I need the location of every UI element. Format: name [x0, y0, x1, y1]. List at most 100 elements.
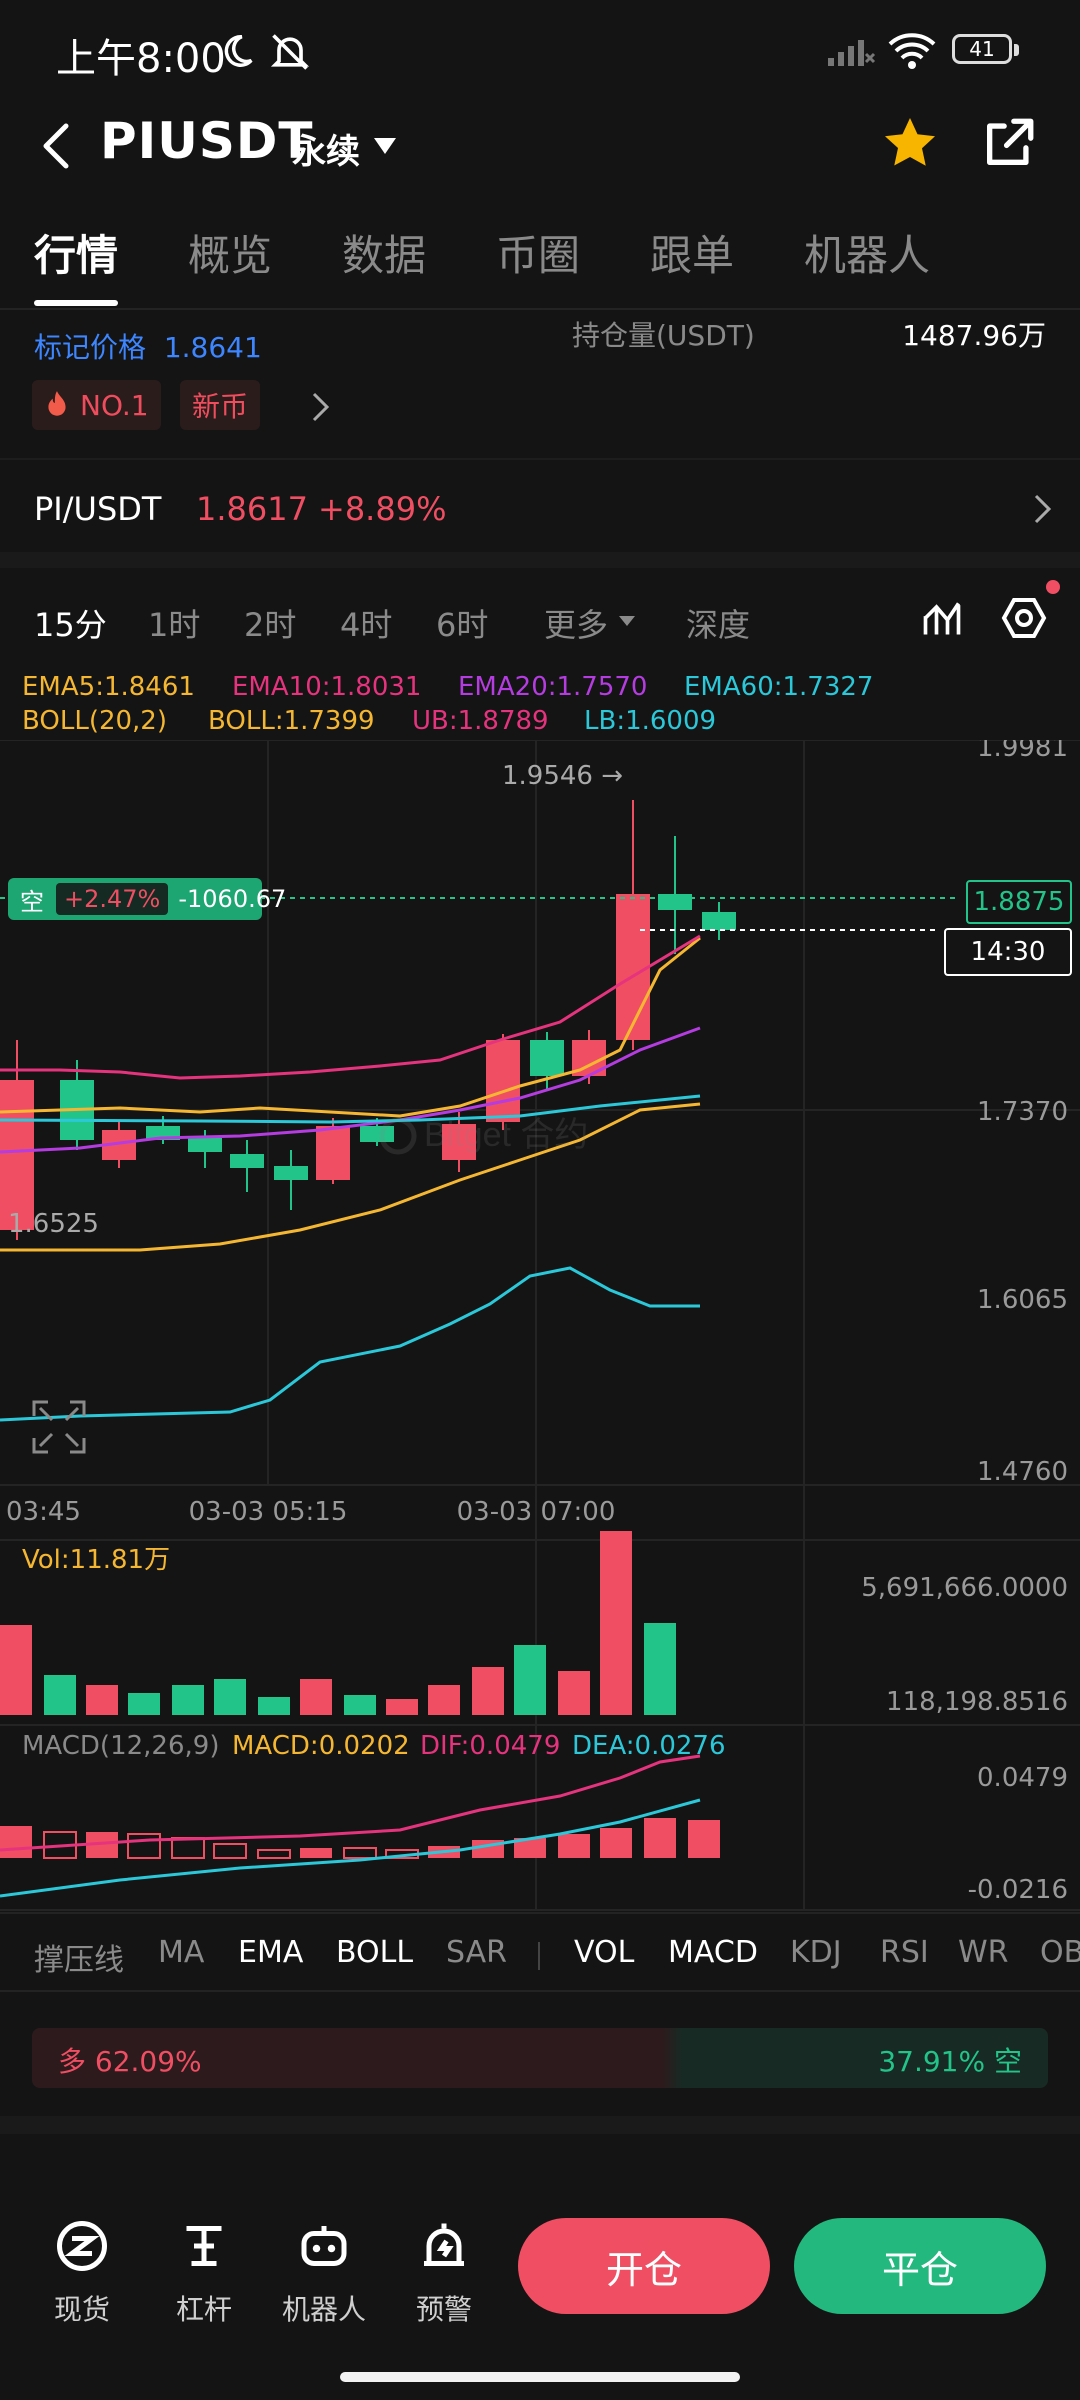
interval-15m[interactable]: 15分	[34, 606, 107, 644]
chevron-right-icon[interactable]	[310, 390, 332, 424]
candle-body	[0, 1080, 34, 1230]
dea-value: DEA:0.0276	[572, 1731, 726, 1761]
indicator-tab-sar[interactable]: SAR	[446, 1935, 507, 1970]
indicator-tab-ema[interactable]: EMA	[238, 1935, 304, 1970]
indicator-tab-rsi[interactable]: RSI	[880, 1935, 929, 1970]
dif-value: DIF:0.0479	[420, 1731, 560, 1761]
nav-alert[interactable]: 预警	[415, 2293, 472, 2326]
symbol-dropdown-icon[interactable]	[372, 136, 398, 156]
volume-bar	[644, 1623, 676, 1715]
home-indicator[interactable]	[340, 2372, 740, 2382]
candle-body	[274, 1166, 308, 1180]
volume-bar	[172, 1685, 204, 1715]
indicator-tab-vol[interactable]: VOL	[574, 1935, 635, 1970]
position-tag[interactable]: 空 +2.47% -1060.67	[8, 878, 286, 920]
long-ratio: 多 62.09%	[58, 2045, 202, 2078]
notification-dot	[1046, 580, 1060, 594]
wifi-icon	[888, 33, 936, 69]
close-position-button[interactable]: 平仓	[794, 2218, 1046, 2314]
legend-boll: BOLL(20,2)	[22, 706, 167, 736]
volume-bar	[258, 1697, 290, 1715]
dea-line	[0, 1798, 701, 1898]
interval-2h[interactable]: 2时	[244, 606, 297, 644]
indicator-tab-boll[interactable]: BOLL	[336, 1935, 414, 1970]
spot-pair-name[interactable]: PI/USDT	[34, 490, 162, 528]
nav-robot[interactable]: 机器人	[281, 2293, 366, 2326]
macd-bar	[213, 1843, 247, 1859]
macd-bar	[644, 1818, 676, 1858]
volume-bar	[386, 1699, 418, 1715]
macd-bar	[171, 1837, 205, 1859]
macd-bar	[514, 1838, 546, 1858]
candle-body	[702, 912, 736, 930]
volume-bars	[0, 1531, 676, 1715]
tab-market[interactable]: 行情	[34, 231, 119, 280]
legend-ub: UB:1.8789	[412, 706, 549, 736]
dif-line	[0, 1754, 701, 1852]
section-gap	[0, 2116, 1080, 2134]
alert-icon[interactable]	[414, 2216, 474, 2276]
robot-icon[interactable]	[294, 2216, 354, 2276]
spot-icon[interactable]	[52, 2216, 112, 2276]
open-position-button[interactable]: 开仓	[518, 2218, 770, 2314]
contract-type[interactable]: 永续	[292, 132, 360, 172]
legend-ema5: EMA5:1.8461	[22, 672, 195, 702]
status-time: 上午8:00	[56, 36, 226, 82]
interval-more[interactable]: 更多	[544, 606, 609, 644]
indicator-tab-macd[interactable]: MACD	[668, 1935, 758, 1970]
expand-icon[interactable]	[32, 1400, 86, 1454]
section-gap	[0, 552, 1080, 568]
indicator-tab-kdj[interactable]: KDJ	[790, 1935, 842, 1970]
legend-boll-mid: BOLL:1.7399	[208, 706, 375, 736]
y-tick: 1.6065	[977, 1285, 1068, 1315]
share-icon[interactable]	[980, 114, 1038, 172]
leverage-icon[interactable]	[174, 2216, 234, 2276]
new-coin-badge[interactable]: 新币	[180, 380, 261, 430]
x-tick: 03:45	[6, 1497, 81, 1527]
volume-bar	[472, 1667, 504, 1715]
legend-ema60: EMA60:1.7327	[684, 672, 874, 702]
nav-spot[interactable]: 现货	[53, 2293, 110, 2326]
depth-tab[interactable]: 深度	[686, 606, 751, 644]
tab-community[interactable]: 币圈	[496, 231, 581, 280]
volume-bar	[514, 1645, 546, 1715]
mark-price: 标记价格 1.8641	[34, 331, 262, 364]
volume-bar	[344, 1695, 376, 1715]
divider	[0, 1990, 1080, 1992]
watermark-logo: Bitget 合约	[379, 1116, 588, 1155]
indicator-tab-ma[interactable]: MA	[158, 1935, 205, 1970]
candle-body	[486, 1040, 520, 1122]
ema-lines	[0, 934, 701, 1422]
battery-icon: 41	[952, 34, 1012, 64]
tab-data[interactable]: 数据	[342, 231, 427, 280]
ema5-line	[0, 936, 701, 1118]
open-interest-value: 1487.96万	[902, 319, 1046, 352]
macd-bar	[558, 1834, 590, 1858]
chevron-right-icon[interactable]	[1032, 492, 1054, 526]
interval-1h[interactable]: 1时	[148, 606, 201, 644]
more-dropdown-icon[interactable]	[618, 614, 636, 628]
symbol-title[interactable]: PIUSDT	[100, 112, 314, 170]
tab-bot[interactable]: 机器人	[804, 231, 931, 280]
indicator-tab-sr[interactable]: 撑压线	[34, 1943, 124, 1978]
candle-body	[188, 1138, 222, 1152]
tab-overview[interactable]: 概览	[188, 231, 273, 280]
macd-bar	[688, 1820, 720, 1858]
indicator-tab-wr[interactable]: WR	[958, 1935, 1009, 1970]
volume-bar	[86, 1685, 118, 1715]
fire-icon	[48, 391, 66, 416]
kline-chart[interactable]: Bitget 合约 1.9546 → 1.6525 1.9981 1.7370 …	[0, 740, 1080, 1920]
interval-4h[interactable]: 4时	[340, 606, 393, 644]
back-arrow-icon[interactable]	[36, 118, 76, 174]
divider	[0, 1912, 1080, 1914]
rank-badge[interactable]: NO.1	[32, 380, 161, 430]
interval-6h[interactable]: 6时	[436, 606, 489, 644]
legend-ema20: EMA20:1.7570	[458, 672, 648, 702]
nav-leverage[interactable]: 杠杆	[175, 2293, 232, 2326]
settings-icon[interactable]	[1000, 594, 1048, 642]
indicator-icon[interactable]	[920, 596, 964, 640]
favorite-star-icon[interactable]	[880, 113, 940, 173]
tab-copy-trade[interactable]: 跟单	[650, 231, 735, 280]
indicator-tab-obv[interactable]: OB	[1040, 1935, 1080, 1970]
status-bar: 上午8:00 41	[0, 0, 1080, 105]
